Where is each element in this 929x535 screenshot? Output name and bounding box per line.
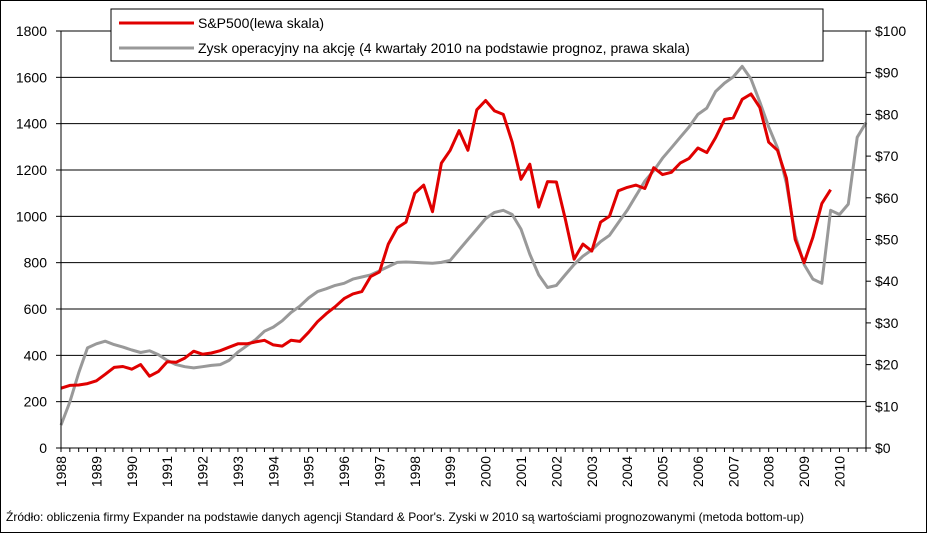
x-tick-label: 1999 bbox=[442, 456, 458, 487]
right-tick-label: $70 bbox=[875, 148, 899, 164]
sp500-line bbox=[60, 92, 832, 390]
x-tick-label: 2006 bbox=[690, 456, 706, 487]
legend: S&P500(lewa skala) Zysk operacyjny na akc… bbox=[110, 8, 824, 62]
right-axis: $0 $10 $20 $30 $40 $50 $60 $70 $80 $90 $100 bbox=[866, 23, 906, 456]
x-tick-label: 2009 bbox=[796, 456, 812, 487]
x-tick-label: 1989 bbox=[88, 456, 104, 487]
x-tick-label: 1990 bbox=[124, 456, 140, 487]
left-tick-label: 1400 bbox=[16, 116, 47, 132]
legend-box bbox=[110, 8, 824, 62]
x-tick-label: 2008 bbox=[761, 456, 777, 487]
left-tick-label: 600 bbox=[24, 301, 48, 317]
gridlines bbox=[61, 30, 866, 449]
legend-label: S&P500(lewa skala) bbox=[198, 15, 324, 31]
legend-label: Zysk operacyjny na akcję (4 kwartały 201… bbox=[198, 40, 690, 56]
x-tick-label: 1992 bbox=[195, 456, 211, 487]
left-tick-label: 800 bbox=[24, 255, 48, 271]
right-tick-label: $80 bbox=[875, 106, 899, 122]
right-tick-label: $20 bbox=[875, 357, 899, 373]
left-tick-label: 0 bbox=[39, 440, 47, 456]
x-tick-label: 1997 bbox=[371, 456, 387, 487]
x-tick-label: 1996 bbox=[336, 456, 352, 487]
x-tick-label: 2007 bbox=[725, 456, 741, 487]
left-tick-label: 1200 bbox=[16, 162, 47, 178]
x-tick-label: 1988 bbox=[53, 456, 69, 487]
left-axis: 0 200 400 600 800 1000 1200 1400 1600 1800 bbox=[16, 23, 61, 456]
x-tick-label: 1991 bbox=[159, 456, 175, 487]
x-tick-label: 2000 bbox=[478, 456, 494, 487]
x-tick-label: 2003 bbox=[584, 456, 600, 487]
source-note: Źródło: obliczenia firmy Expander na pod… bbox=[6, 510, 805, 524]
right-tick-label: $60 bbox=[875, 190, 899, 206]
left-tick-label: 1000 bbox=[16, 208, 47, 224]
plot-area-border bbox=[60, 30, 867, 449]
x-tick-label: 2004 bbox=[619, 456, 635, 487]
right-tick-label: $0 bbox=[875, 440, 891, 456]
series-lines bbox=[59, 64, 868, 426]
operating-eps-line bbox=[59, 64, 868, 426]
right-tick-label: $100 bbox=[875, 23, 906, 39]
right-tick-label: $30 bbox=[875, 315, 899, 331]
x-axis: 1988 1989 1990 1991 1992 1993 1994 1995 1996 1997… bbox=[53, 448, 867, 487]
left-tick-label: 200 bbox=[24, 394, 48, 410]
x-tick-label: 1993 bbox=[230, 456, 246, 487]
right-tick-label: $10 bbox=[875, 398, 899, 414]
right-tick-label: $40 bbox=[875, 273, 899, 289]
x-tick-label: 2001 bbox=[513, 456, 529, 487]
x-tick-label: 1998 bbox=[407, 456, 423, 487]
x-tick-label: 1994 bbox=[265, 456, 281, 487]
left-tick-label: 1800 bbox=[16, 23, 47, 39]
x-tick-label: 2002 bbox=[548, 456, 564, 487]
right-tick-label: $90 bbox=[875, 65, 899, 81]
left-tick-label: 400 bbox=[24, 347, 48, 363]
right-tick-label: $50 bbox=[875, 232, 899, 248]
x-tick-label: 2010 bbox=[831, 456, 847, 487]
left-tick-label: 1600 bbox=[16, 69, 47, 85]
x-tick-label: 2005 bbox=[655, 456, 671, 487]
x-tick-label: 1995 bbox=[301, 456, 317, 487]
